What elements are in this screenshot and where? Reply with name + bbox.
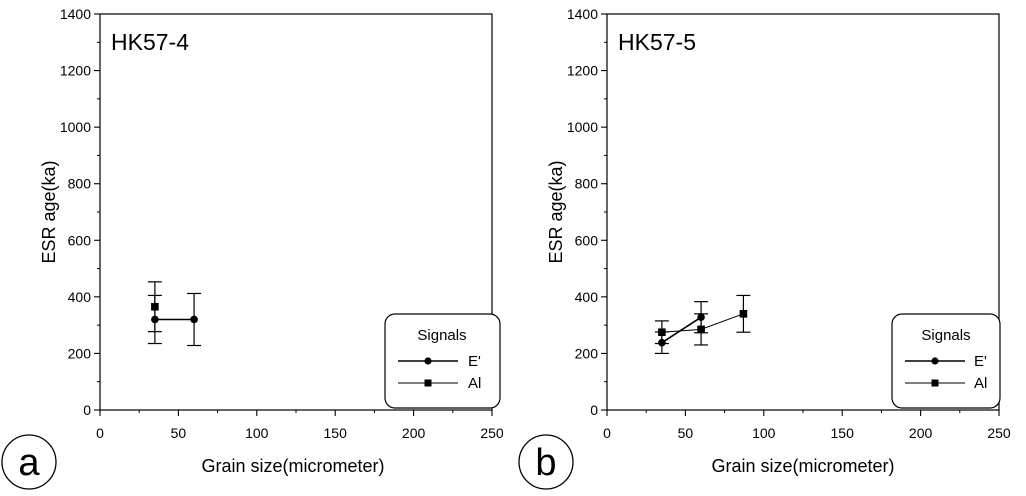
panel-title: HK57-5 [618, 29, 696, 55]
y-axis-label: ESR age(ka) [546, 160, 566, 263]
y-axis-ticks: 0 200 400 600 800 1000 1200 1400 [567, 6, 607, 418]
y-axis-ticks: 0 200 400 600 800 1000 1200 1400 [60, 6, 100, 418]
data-point-square [658, 328, 666, 337]
y-tick-label: 600 [68, 232, 92, 248]
y-tick-label: 1200 [60, 63, 91, 79]
x-tick-label: 0 [96, 425, 104, 441]
x-tick-label: 50 [678, 425, 694, 441]
data-point-circle [190, 315, 198, 324]
panel-badge-a: a [1, 434, 57, 490]
panel-b: HK57-5 Grain size(micrometer) ESR age(ka… [518, 6, 1011, 490]
y-tick-label: 600 [575, 232, 599, 248]
legend-marker-circle [931, 357, 939, 365]
legend-label-e-prime: E' [468, 353, 481, 370]
y-axis-label: ESR age(ka) [39, 160, 59, 263]
x-tick-label: 150 [831, 425, 855, 441]
legend-marker-square [424, 379, 432, 387]
y-tick-label: 400 [68, 289, 92, 305]
legend: Signals E' Al [384, 313, 501, 409]
legend: Signals E' Al [891, 313, 1001, 409]
legend-label-al: Al [468, 375, 481, 392]
legend-label-al: Al [974, 375, 987, 392]
series-line [661, 316, 702, 344]
series-layer [147, 281, 202, 347]
y-tick-label: 1400 [60, 6, 91, 22]
legend-marker-square [931, 379, 939, 387]
y-tick-label: 0 [83, 402, 91, 418]
panel-title: HK57-4 [111, 29, 189, 55]
x-axis-ticks: 0 50 100 150 200 250 [603, 410, 1011, 441]
y-tick-label: 1000 [567, 119, 598, 135]
x-axis-label: Grain size(micrometer) [711, 456, 894, 476]
legend-label-e-prime: E' [974, 353, 987, 370]
x-tick-label: 0 [603, 425, 611, 441]
data-point-square [739, 310, 748, 318]
series-layer [654, 294, 751, 355]
legend-title: Signals [417, 327, 466, 344]
y-tick-label: 400 [575, 289, 599, 305]
y-tick-label: 200 [575, 345, 599, 361]
legend-title: Signals [921, 327, 970, 344]
x-tick-label: 250 [987, 425, 1011, 441]
badge-circle [1, 434, 57, 490]
y-tick-label: 1200 [567, 63, 598, 79]
x-tick-label: 100 [245, 425, 269, 441]
y-tick-label: 1400 [567, 6, 598, 22]
y-tick-label: 800 [575, 176, 599, 192]
badge-letter: b [535, 442, 556, 484]
panel-badge-b: b [518, 434, 574, 490]
x-tick-label: 250 [480, 425, 504, 441]
x-tick-label: 200 [909, 425, 933, 441]
x-tick-label: 100 [752, 425, 776, 441]
x-axis-ticks: 0 50 100 150 200 250 [96, 410, 504, 441]
y-tick-label: 200 [68, 345, 92, 361]
badge-letter: a [18, 442, 40, 484]
x-tick-label: 50 [171, 425, 187, 441]
data-point-square [697, 325, 705, 334]
panel-a: HK57-4 Grain size(micrometer) ESR age(ka… [1, 6, 504, 490]
badge-circle [518, 434, 574, 490]
x-axis-label: Grain size(micrometer) [201, 456, 384, 476]
y-tick-label: 800 [68, 176, 92, 192]
data-point-square [151, 302, 159, 311]
y-tick-label: 1000 [60, 119, 91, 135]
x-tick-label: 200 [402, 425, 426, 441]
y-tick-label: 0 [590, 402, 598, 418]
legend-marker-circle [424, 357, 432, 365]
x-tick-label: 150 [324, 425, 348, 441]
